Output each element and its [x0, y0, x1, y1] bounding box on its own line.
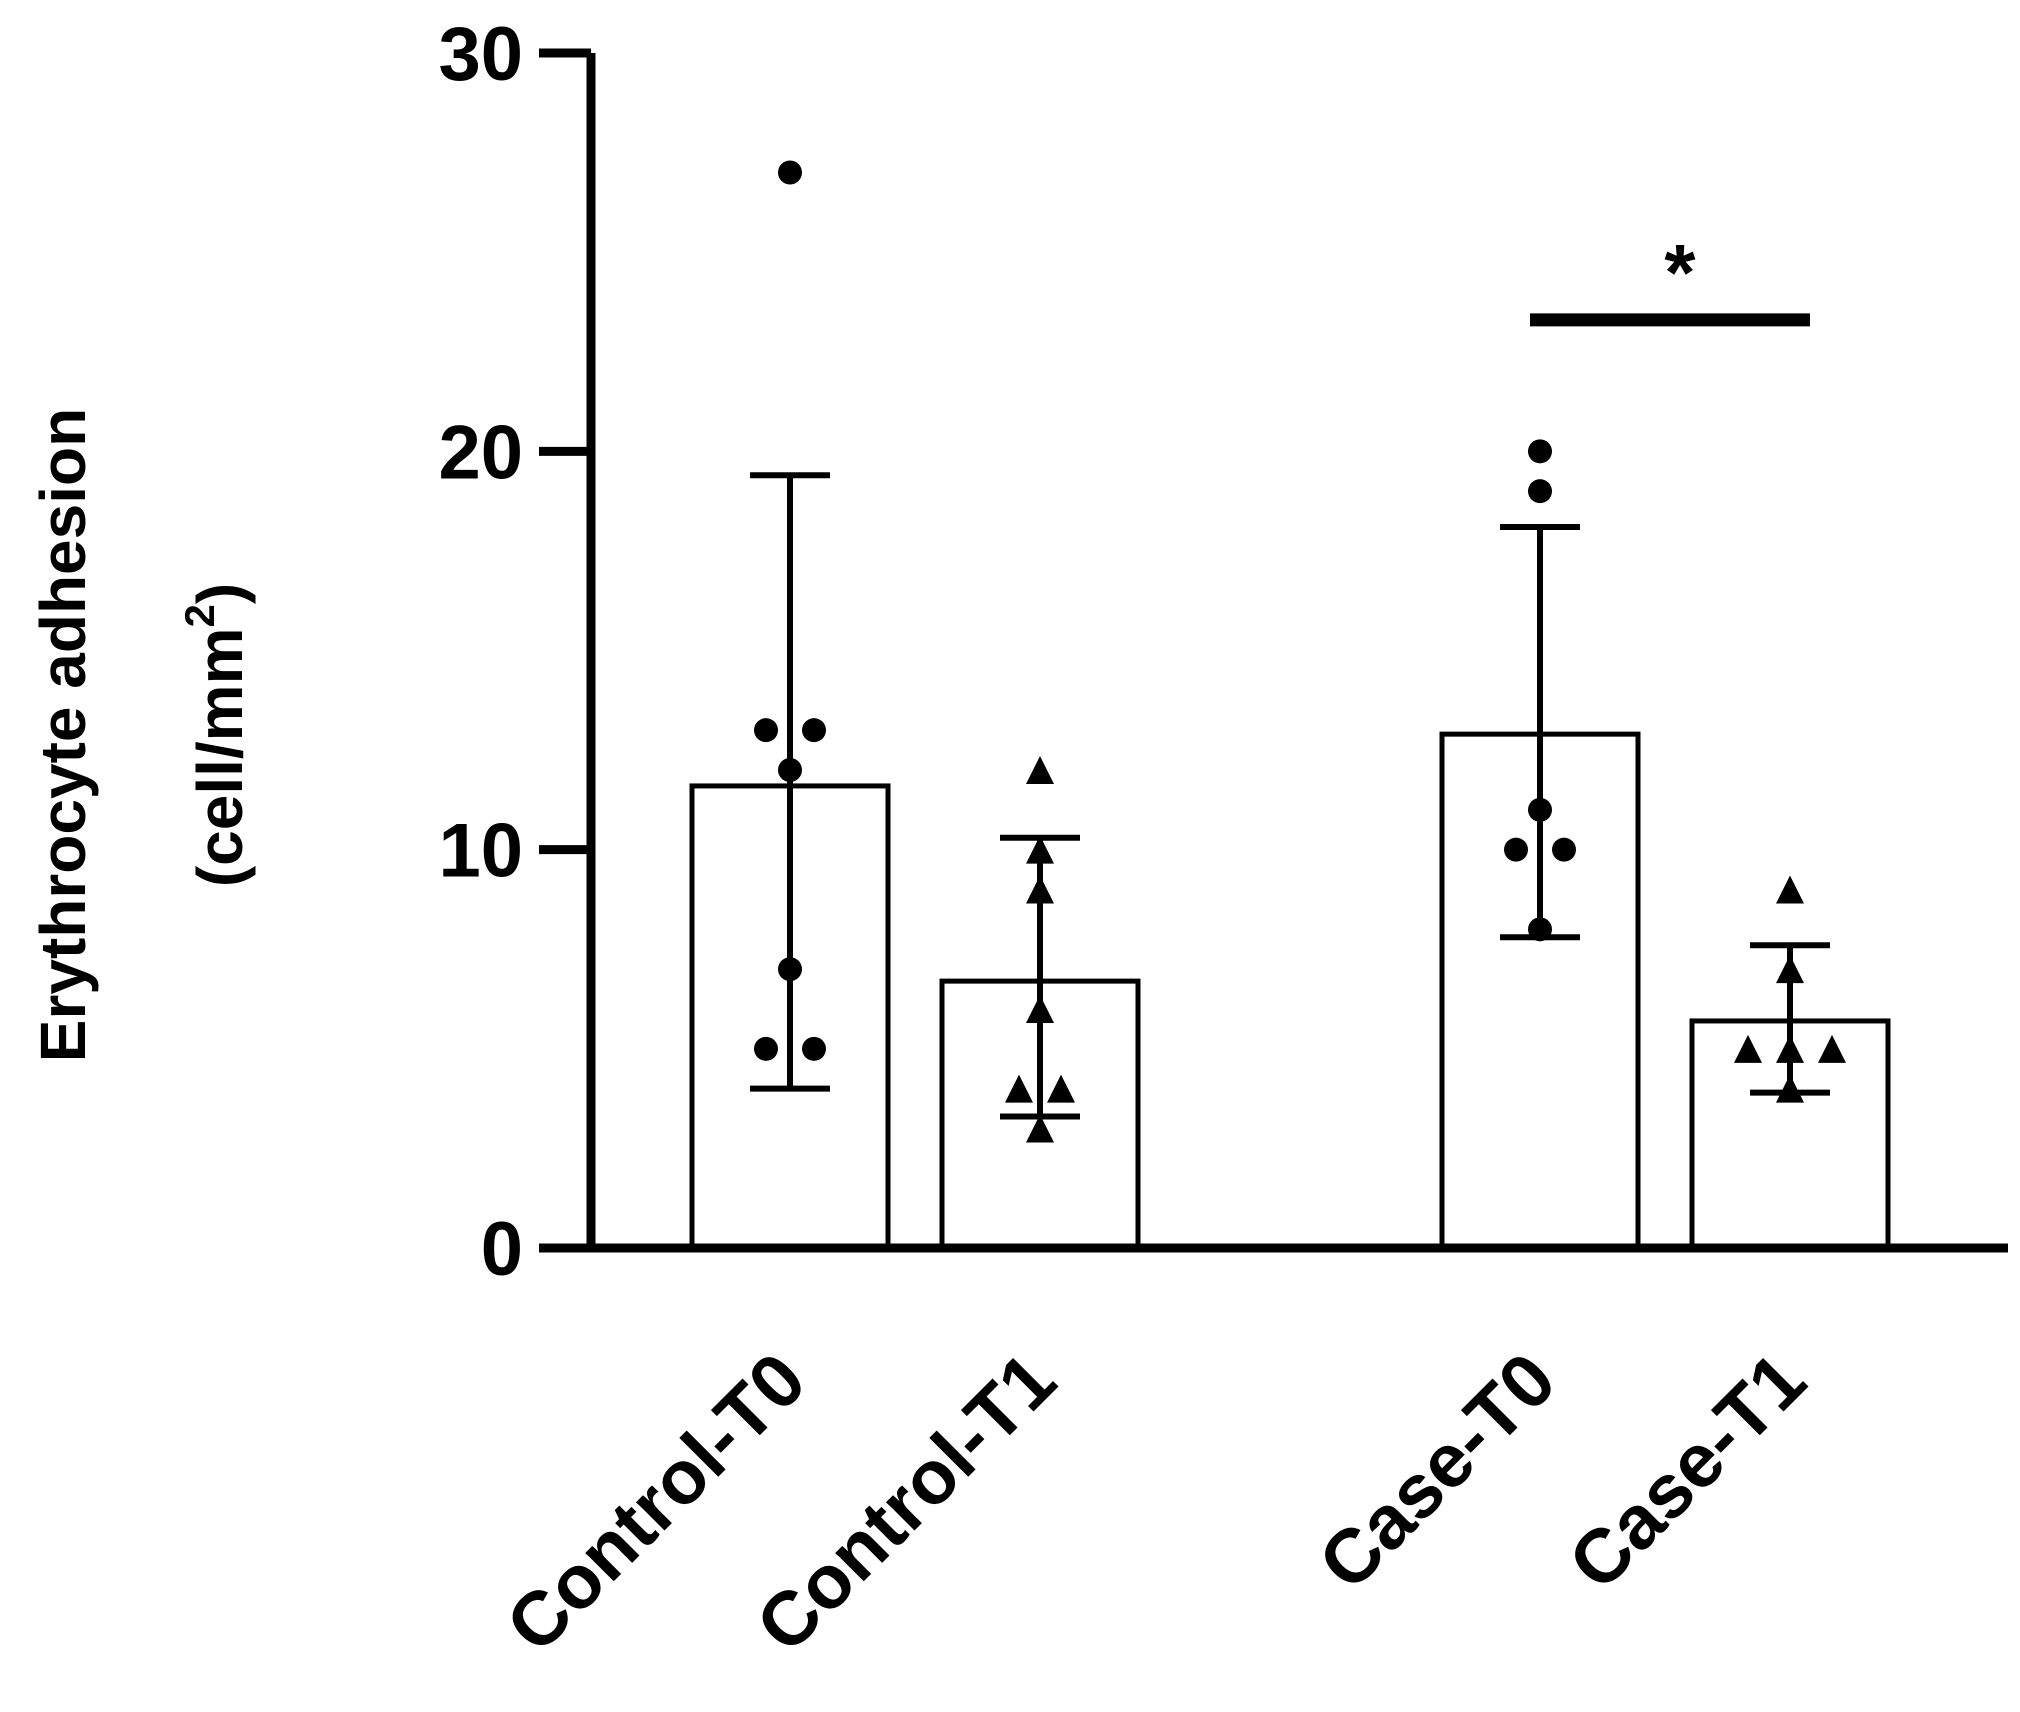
- data-point: [1026, 876, 1054, 904]
- y-axis-unit-prefix: (cell/mm: [184, 628, 256, 888]
- data-point: [754, 718, 778, 742]
- bars-layer: [692, 734, 1888, 1248]
- x-tick-label: Case-T0: [1303, 1337, 1572, 1606]
- data-point: [1504, 838, 1528, 862]
- y-ticks-layer: 0 10 20 30: [438, 12, 591, 1292]
- error-bars-layer: [750, 475, 1830, 1116]
- data-point: [754, 1037, 778, 1061]
- data-point: [802, 1037, 826, 1061]
- data-point: [1776, 876, 1804, 904]
- y-axis-title-line2: (cell/mm2): [176, 583, 256, 887]
- y-axis-title-line1: Erythrocyte adhesion: [27, 408, 99, 1062]
- y-axis-unit-superscript: 2: [176, 604, 223, 627]
- data-point: [1528, 917, 1552, 941]
- y-axis-unit-suffix: ): [184, 583, 256, 604]
- data-point: [802, 718, 826, 742]
- data-point: [778, 161, 802, 185]
- significance-star: *: [1664, 228, 1696, 317]
- significance-layer: *: [1530, 228, 1810, 320]
- data-point: [1528, 439, 1552, 463]
- y-tick-label: 30: [438, 12, 523, 97]
- y-tick-label: 0: [481, 1207, 523, 1292]
- data-point: [1552, 838, 1576, 862]
- data-point: [778, 957, 802, 981]
- y-axis-title: Erythrocyte adhesion (cell/mm2): [27, 408, 256, 1062]
- data-point: [1776, 955, 1804, 983]
- data-point: [1528, 798, 1552, 822]
- y-tick-label: 10: [438, 809, 523, 894]
- chart: 0 10 20 30 Control-T0Control-T1 Case-T0Case-…: [0, 0, 2020, 1712]
- data-point: [1026, 756, 1054, 784]
- y-tick-label: 20: [438, 410, 523, 495]
- data-point: [1528, 479, 1552, 503]
- x-tick-label: Case-T1: [1553, 1337, 1822, 1606]
- data-point: [778, 758, 802, 782]
